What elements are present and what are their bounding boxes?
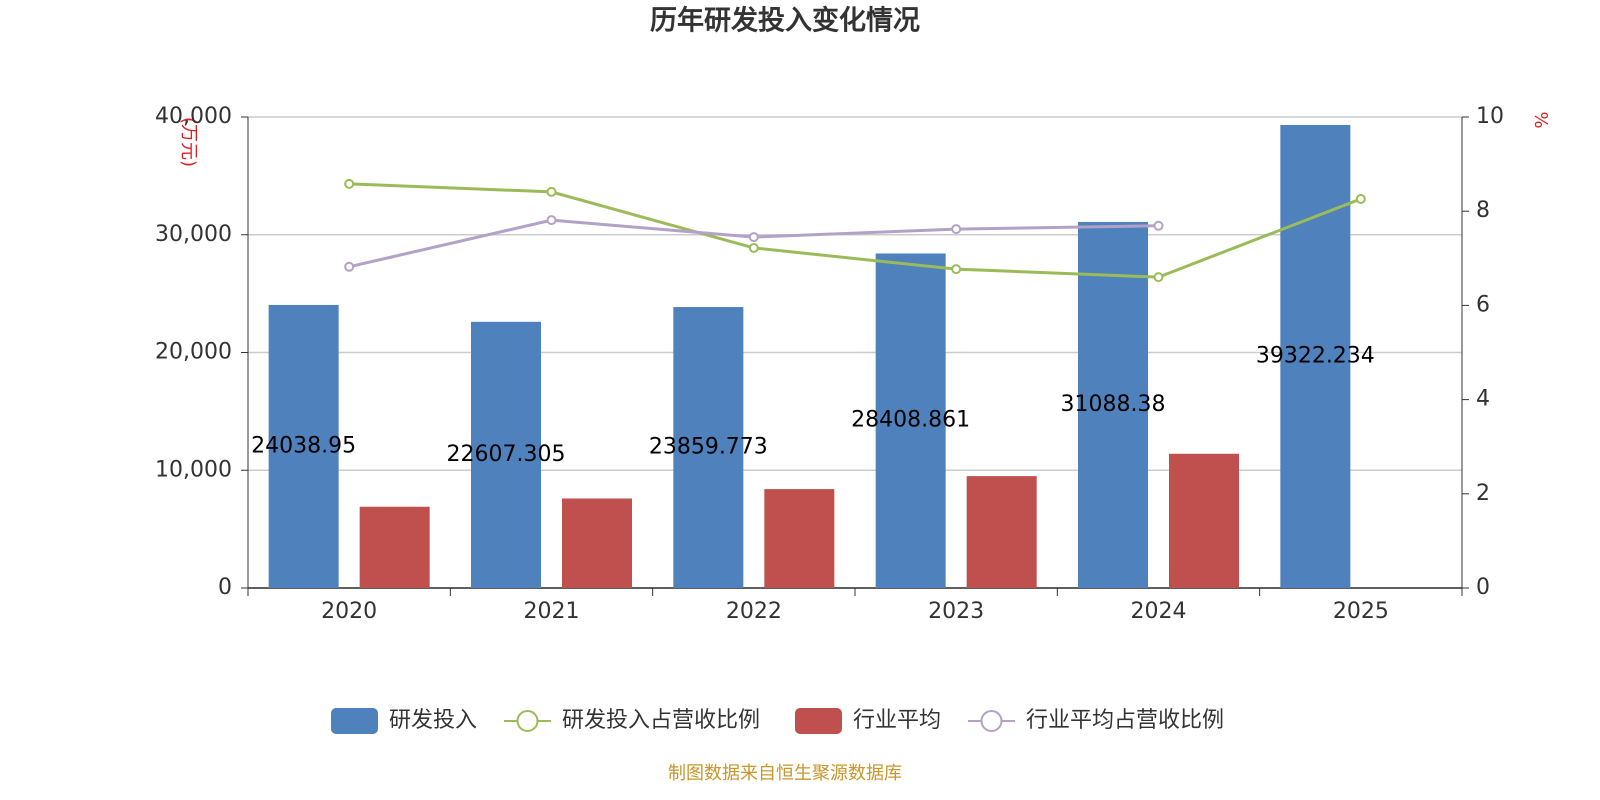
data-label: 22607.305	[447, 442, 566, 467]
data-label: 24038.95	[251, 433, 356, 458]
bar	[359, 506, 430, 588]
legend-label[interactable]: 行业平均占营收比例	[1026, 708, 1224, 733]
y2-tick-label: 0	[1476, 575, 1490, 600]
y-tick-label: 40,000	[155, 104, 232, 129]
x-tick-label: 2025	[1333, 599, 1389, 624]
bar	[471, 321, 541, 588]
bar	[562, 498, 632, 588]
data-label: 39322.234	[1256, 343, 1375, 368]
bar	[875, 253, 946, 588]
chart-title: 历年研发投入变化情况	[650, 5, 920, 37]
legend-swatch	[980, 710, 1003, 732]
bar	[1169, 453, 1239, 588]
legend-label[interactable]: 研发投入占营收比例	[562, 708, 760, 733]
bar	[966, 476, 1037, 588]
line-marker	[1153, 220, 1164, 231]
y-tick-label: 0	[218, 575, 232, 600]
y-tick-label: 20,000	[155, 340, 232, 365]
y-tick-label: 30,000	[155, 222, 232, 247]
legend-label[interactable]: 行业平均	[853, 708, 941, 733]
bar	[268, 304, 339, 588]
line-marker	[1355, 193, 1366, 204]
bar	[1078, 221, 1148, 588]
y2-tick-label: 2	[1476, 481, 1490, 506]
legend-label[interactable]: 研发投入	[389, 708, 477, 733]
line-marker	[1153, 272, 1164, 283]
y2-axis-label: %	[1530, 111, 1551, 128]
y2-tick-label: 10	[1476, 104, 1504, 129]
line-marker	[344, 178, 355, 189]
line	[349, 182, 1362, 279]
y2-tick-label: 6	[1476, 292, 1490, 317]
x-tick-label: 2020	[321, 599, 377, 624]
legend-swatch	[516, 710, 539, 732]
y2-tick-label: 8	[1476, 198, 1490, 223]
line-marker	[951, 224, 962, 235]
x-tick-label: 2023	[928, 599, 984, 624]
x-tick-label: 2021	[524, 599, 580, 624]
line-marker	[748, 232, 759, 243]
bar	[764, 489, 835, 588]
legend-swatch	[795, 708, 842, 734]
y-axis-label: (万元)	[178, 117, 199, 167]
y-tick-label: 10,000	[155, 457, 232, 482]
data-label: 23859.773	[649, 435, 768, 460]
line-marker	[748, 242, 759, 253]
legend-swatch	[331, 708, 378, 734]
data-label: 31088.38	[1061, 392, 1166, 417]
line-marker	[951, 264, 962, 275]
bar	[673, 307, 744, 588]
x-tick-label: 2022	[726, 599, 782, 624]
x-tick-label: 2024	[1131, 599, 1187, 624]
line-marker	[546, 215, 557, 226]
line-marker	[344, 261, 355, 272]
data-label: 28408.861	[851, 408, 970, 433]
line-marker	[546, 186, 557, 197]
source-note: 制图数据来自恒生聚源数据库	[668, 763, 902, 784]
y2-tick-label: 4	[1476, 387, 1490, 412]
bar	[1280, 124, 1351, 588]
